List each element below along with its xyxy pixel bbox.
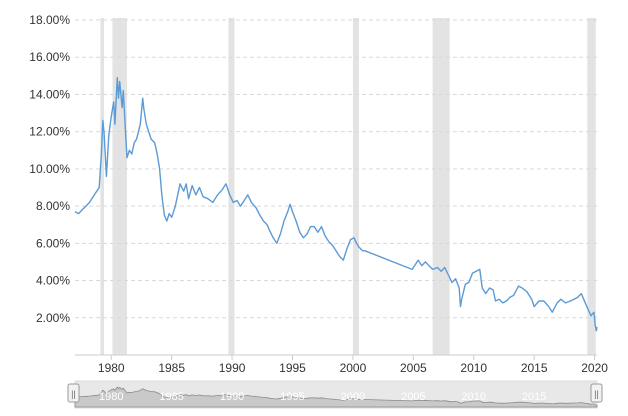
y-tick-label: 10.00% — [29, 162, 70, 176]
navigator-tick-label: 1990 — [220, 391, 244, 403]
navigator-tick-label: 2010 — [462, 391, 486, 403]
navigator-tick-label: 1985 — [159, 391, 183, 403]
navigator-tick-label: 2015 — [522, 391, 546, 403]
x-tick-label: 1990 — [219, 361, 246, 375]
x-tick-label: 1995 — [279, 361, 306, 375]
navigator-area — [74, 386, 598, 408]
x-tick-label: 2015 — [521, 361, 548, 375]
y-tick-label: 2.00% — [36, 311, 70, 325]
left-handle-grip-icon: || — [71, 389, 76, 399]
navigator-tick-label: 2000 — [341, 391, 365, 403]
y-tick-label: 14.00% — [29, 87, 70, 101]
recession-band — [432, 18, 450, 355]
x-tick-label: 2020 — [581, 361, 608, 375]
navigator-right-handle[interactable]: || — [590, 383, 603, 403]
recession-band — [228, 18, 235, 355]
y-tick-label: 12.00% — [29, 125, 70, 139]
navigator-axis-labels: 1980 1985 1990 1995 2000 2005 2010 2015 — [99, 391, 546, 403]
range-navigator[interactable]: 1980 1985 1990 1995 2000 2005 2010 2015 || || — [67, 380, 603, 409]
x-axis-labels: 1980 1985 1990 1995 2000 2005 2010 2015 2020 — [98, 361, 608, 375]
series-line — [74, 77, 598, 332]
x-tick-label: 2000 — [340, 361, 367, 375]
x-tick-label: 1985 — [158, 361, 185, 375]
navigator-left-handle[interactable]: || — [67, 383, 80, 403]
y-tick-label: 18.00% — [29, 13, 70, 27]
y-tick-label: 4.00% — [36, 274, 70, 288]
navigator-tick-label: 1980 — [99, 391, 123, 403]
y-axis-labels: 2.00% 4.00% 6.00% 8.00% 10.00% 12.00% 14.00% 16… — [29, 13, 70, 325]
y-tick-label: 16.00% — [29, 50, 70, 64]
navigator-tick-label: 2005 — [401, 391, 425, 403]
recession-bands — [100, 18, 596, 355]
right-handle-grip-icon: || — [594, 389, 599, 399]
x-tick-label: 2005 — [400, 361, 427, 375]
recession-band — [100, 18, 104, 355]
navigator-tick-label: 1995 — [280, 391, 304, 403]
gridlines — [75, 19, 597, 319]
y-tick-label: 8.00% — [36, 199, 70, 213]
recession-band — [587, 18, 596, 355]
y-tick-label: 6.00% — [36, 236, 70, 250]
x-tick-label: 1980 — [98, 361, 125, 375]
x-tick-label: 2010 — [460, 361, 487, 375]
recession-band — [112, 18, 127, 355]
x-axis-tick-marks — [110, 355, 596, 360]
recession-band — [352, 18, 359, 355]
